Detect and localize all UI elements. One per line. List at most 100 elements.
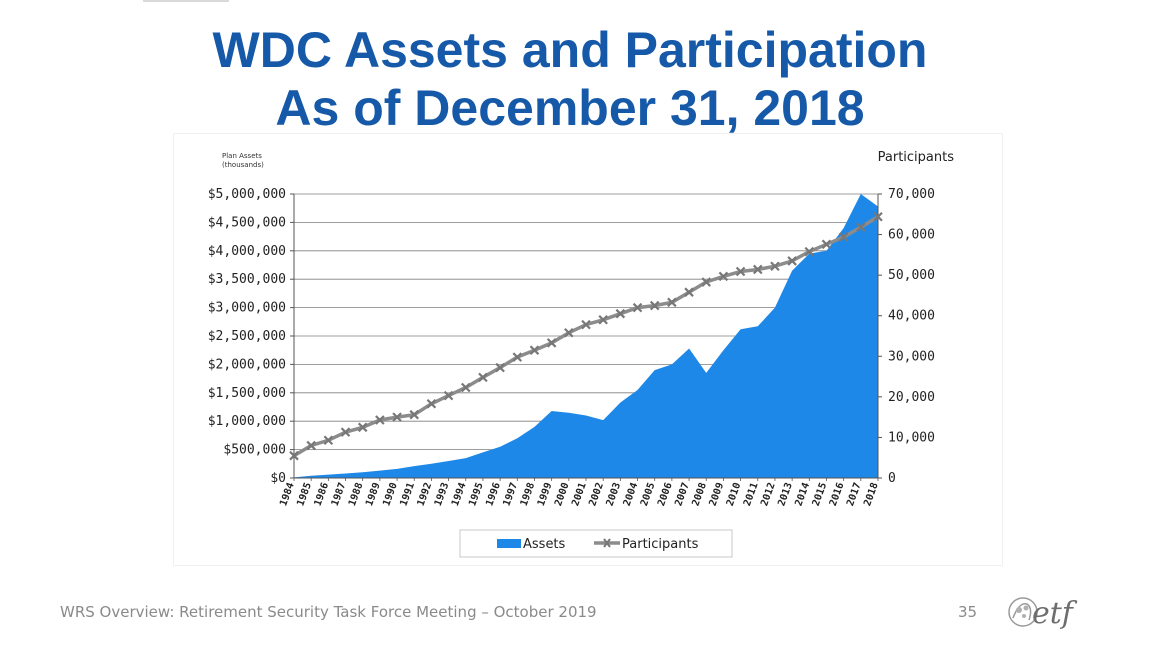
x-tick-label: 2015 <box>811 481 830 507</box>
participants-point <box>357 422 368 433</box>
right-tick-label: 20,000 <box>888 390 935 405</box>
participants-point <box>289 450 299 461</box>
left-axis-title: Plan Assets (thousands) <box>222 152 264 169</box>
right-tick-label: 40,000 <box>888 309 935 324</box>
participants-point <box>581 319 591 330</box>
left-tick-label: $3,000,000 <box>208 301 286 316</box>
participants-point <box>770 261 780 271</box>
participants-point <box>340 427 351 437</box>
participants-point <box>443 390 454 401</box>
x-tick-label: 1999 <box>536 481 555 507</box>
participants-point <box>529 345 540 355</box>
left-tick-label: $3,500,000 <box>208 272 286 287</box>
x-tick-label: 2012 <box>759 481 778 507</box>
assets-participants-chart: $0 $500,000 $1,000,000 $1,500,000 $2,000,000… <box>208 150 955 558</box>
x-tick-label: 2003 <box>605 481 624 507</box>
x-tick-label: 1997 <box>502 481 521 507</box>
legend-swatch-assets <box>497 539 521 548</box>
participants-point <box>649 300 660 311</box>
participants-point <box>306 440 316 451</box>
participants-point <box>804 246 815 257</box>
left-tick-label: $4,500,000 <box>208 215 286 230</box>
x-tick-label: 2000 <box>553 481 572 507</box>
participants-point <box>856 222 866 233</box>
left-tick-label: $1,000,000 <box>208 414 286 429</box>
footer-text: WRS Overview: Retirement Security Task F… <box>60 603 597 621</box>
x-tick-label: 2016 <box>828 481 847 507</box>
participants-point <box>787 256 797 266</box>
x-tick-label: 2014 <box>794 481 813 507</box>
logo-text: etf <box>1032 596 1073 631</box>
legend-marker-participants <box>603 538 611 548</box>
participants-point <box>667 297 677 308</box>
left-tick-label: $2,500,000 <box>208 329 286 344</box>
participants-point <box>392 412 402 422</box>
participants-point <box>735 266 746 277</box>
x-tick-label: 2008 <box>690 481 709 507</box>
x-tick-label: 2005 <box>639 481 658 507</box>
x-tick-label: 2017 <box>845 481 864 507</box>
participants-point <box>512 352 523 362</box>
x-tick-label: 1987 <box>330 481 349 507</box>
x-tick-label: 2010 <box>725 481 744 507</box>
x-tick-label: 1995 <box>467 481 486 507</box>
x-tick-label: 2004 <box>622 481 641 507</box>
x-tick-label: 1994 <box>450 481 469 507</box>
participants-point <box>409 409 420 420</box>
participants-point <box>426 398 437 409</box>
right-tick-label: 10,000 <box>888 430 935 445</box>
x-tick-label: 2011 <box>742 481 761 507</box>
participants-point <box>495 362 505 373</box>
participants-point <box>564 327 574 338</box>
x-tick-label: 2006 <box>656 481 675 507</box>
left-tick-label: $0 <box>270 471 286 486</box>
participants-point <box>752 264 763 275</box>
x-tick-label: 1992 <box>416 481 435 507</box>
legend-label-assets: Assets <box>523 537 566 552</box>
top-rule <box>143 0 229 2</box>
x-tick-label: 2002 <box>587 481 606 507</box>
etf-logo-icon <box>1008 597 1038 627</box>
x-tick-label: 2018 <box>862 481 881 507</box>
participants-point <box>684 287 694 297</box>
right-tick-label: 30,000 <box>888 349 935 364</box>
participants-point <box>632 302 643 313</box>
right-tick-label: 50,000 <box>888 268 935 283</box>
slide-title-line1: WDC Assets and Participation <box>212 22 928 78</box>
legend-label-participants: Participants <box>622 537 699 552</box>
x-tick-label: 1991 <box>398 481 417 507</box>
x-tick-label: 1990 <box>381 481 400 507</box>
x-tick-label: 1993 <box>433 481 452 507</box>
x-tick-label: 1986 <box>313 481 332 507</box>
x-tick-label: 2007 <box>673 481 692 507</box>
x-tick-label: 1988 <box>347 481 366 507</box>
right-tick-label: 60,000 <box>888 228 935 243</box>
participants-point <box>821 239 832 250</box>
x-tick-label: 2001 <box>570 481 589 507</box>
slide-title-line2: As of December 31, 2018 <box>275 80 865 136</box>
participants-point <box>323 435 334 446</box>
right-axis-title: Participants <box>878 150 955 165</box>
x-tick-label: 2013 <box>776 481 795 507</box>
left-tick-label: $4,000,000 <box>208 244 286 259</box>
x-tick-label: 1996 <box>484 481 503 507</box>
participants-point <box>615 308 626 319</box>
x-tick-label: 1989 <box>364 481 383 507</box>
participants-point <box>460 382 471 393</box>
page-number: 35 <box>958 603 978 621</box>
left-tick-label: $1,500,000 <box>208 386 286 401</box>
participants-point <box>701 277 712 287</box>
left-tick-label: $2,000,000 <box>208 357 286 372</box>
x-tick-label: 1998 <box>519 481 538 507</box>
participants-point <box>873 211 883 222</box>
right-tick-label: 0 <box>888 471 896 486</box>
participants-point <box>598 314 608 325</box>
assets-area <box>294 194 878 478</box>
left-tick-label: $500,000 <box>223 443 286 458</box>
participants-point <box>546 338 557 348</box>
participants-point <box>478 372 488 383</box>
x-tick-label: 1985 <box>295 481 314 507</box>
participants-point <box>718 271 729 282</box>
right-tick-label: 70,000 <box>888 187 935 202</box>
x-tick-label: 2009 <box>708 481 727 507</box>
